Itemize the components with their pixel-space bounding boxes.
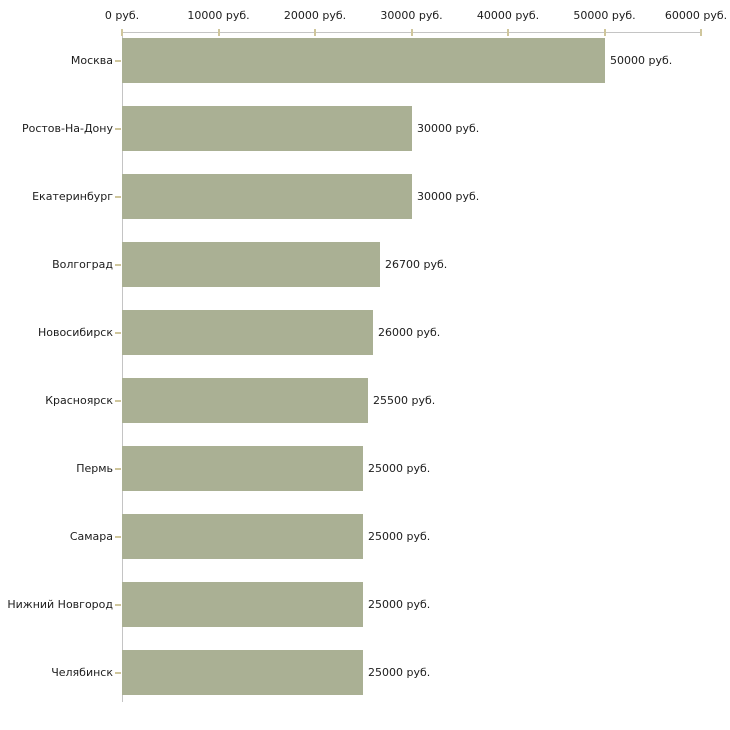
category-label: Новосибирск (37, 326, 113, 339)
x-axis-tick (603, 29, 606, 36)
category-tick (115, 604, 121, 606)
bar (122, 310, 373, 355)
x-axis-tick (700, 29, 702, 36)
x-axis-tick (121, 29, 123, 36)
bar (122, 650, 363, 695)
category-tick (115, 672, 121, 674)
category-label: Москва (70, 54, 113, 67)
category-tick (115, 468, 121, 470)
category-label: Нижний Новгород (7, 598, 113, 611)
bar (122, 446, 363, 491)
category-tick (115, 264, 121, 266)
category-tick (115, 536, 121, 538)
x-axis-tick-label: 10000 руб. (187, 9, 250, 22)
category-label: Екатеринбург (32, 190, 113, 203)
category-label: Челябинск (51, 666, 113, 679)
bar-value-label: 25000 руб. (368, 462, 431, 475)
bar-value-label: 25000 руб. (368, 530, 431, 543)
bar (122, 582, 363, 627)
category-tick (115, 60, 121, 62)
bar (122, 106, 412, 151)
bar-value-label: 25000 руб. (368, 598, 431, 611)
bar (122, 378, 368, 423)
bar-value-label: 25500 руб. (373, 394, 436, 407)
x-axis-tick-label: 50000 руб. (573, 9, 636, 22)
x-axis-tick (410, 29, 413, 36)
x-axis-tick (314, 29, 316, 36)
category-label: Ростов-На-Дону (21, 122, 113, 135)
x-axis-tick (217, 29, 220, 36)
bar-value-label: 50000 руб. (610, 54, 673, 67)
category-tick (115, 332, 121, 334)
y-axis-line (122, 32, 123, 702)
bar (122, 242, 380, 287)
bar-value-label: 30000 руб. (417, 190, 480, 203)
category-tick (115, 400, 121, 402)
x-axis-tick-label: 0 руб. (104, 9, 140, 22)
category-label: Красноярск (45, 394, 113, 407)
bar-value-label: 26700 руб. (385, 258, 448, 271)
x-axis-tick-label: 30000 руб. (380, 9, 443, 22)
bar-value-label: 25000 руб. (368, 666, 431, 679)
category-tick (115, 128, 121, 130)
category-tick (115, 196, 121, 198)
x-axis-tick (507, 29, 509, 36)
bar-value-label: 26000 руб. (378, 326, 441, 339)
bar-value-label: 30000 руб. (417, 122, 480, 135)
x-axis-tick-label: 40000 руб. (476, 9, 540, 22)
category-label: Пермь (76, 462, 113, 475)
x-axis-tick-label: 60000 руб. (664, 9, 728, 22)
category-label: Волгоград (52, 258, 113, 271)
category-label: Самара (69, 530, 113, 543)
bar (122, 174, 412, 219)
bar (122, 514, 363, 559)
x-axis-tick-label: 20000 руб. (283, 9, 347, 22)
bar (122, 38, 605, 83)
